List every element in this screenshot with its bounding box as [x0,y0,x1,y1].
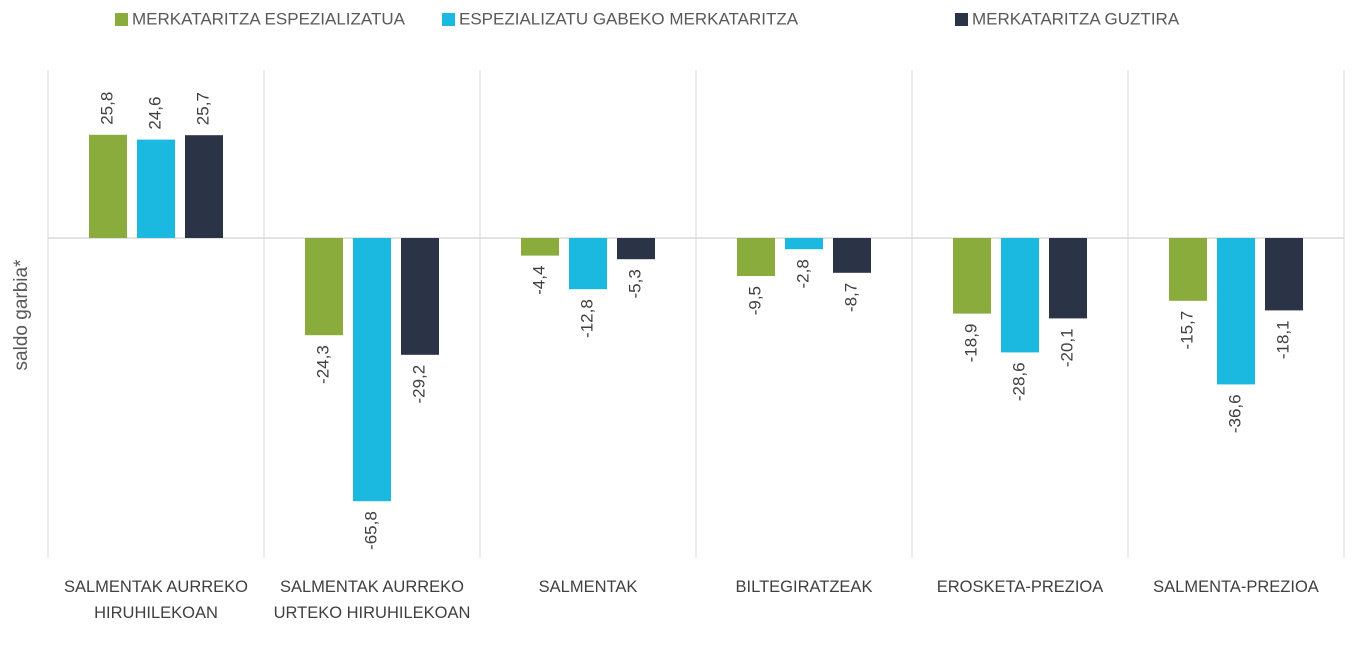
data-label: -8,7 [841,283,860,312]
data-label: -4,4 [529,266,548,295]
legend-label: MERKATARITZA GUZTIRA [972,9,1180,28]
bar [1049,238,1087,319]
data-label: -5,3 [625,269,644,298]
bar [953,238,991,314]
data-label: -20,1 [1057,328,1076,367]
x-tick-label: SALMENTA-PREZIOA [1153,578,1319,596]
data-label: -28,6 [1009,362,1028,401]
data-label: -18,1 [1273,320,1292,359]
bar [737,238,775,276]
data-label: -15,7 [1177,311,1196,350]
data-label: 24,6 [145,97,164,130]
data-label: -65,8 [361,511,380,550]
bar [617,238,655,260]
data-label: -24,3 [313,345,332,384]
x-tick-label: SALMENTAK AURREKO URTEKO HIRUHILEKOAN [273,578,471,622]
x-tick-label: SALMENTAK AURREKO HIRUHILEKOAN [64,578,248,622]
bar [89,134,127,238]
bar [185,135,223,238]
legend-swatch [115,13,128,26]
bar [401,238,439,355]
bar [1169,238,1207,301]
data-label: -36,6 [1225,394,1244,433]
x-tick-label: SALMENTAK [538,578,638,596]
y-axis-label: saldo garbia* [11,259,32,371]
bar [353,238,391,502]
data-label: -12,8 [577,299,596,338]
legend-swatch [955,13,968,26]
data-label: -2,8 [793,259,812,288]
bar [1265,238,1303,311]
data-label: -18,9 [961,324,980,363]
bar [305,238,343,336]
bar [1217,238,1255,385]
x-tick-label: BILTEGIRATZEAK [735,578,873,596]
data-label: -9,5 [745,286,764,315]
bar [569,238,607,290]
x-tick-label: EROSKETA-PREZIOA [936,578,1104,596]
data-label: 25,7 [193,92,212,125]
bar [521,238,559,256]
bar [1001,238,1039,353]
legend-swatch [442,13,455,26]
legend-label: MERKATARITZA ESPEZIALIZATUA [132,9,406,28]
bar [785,238,823,250]
bar [833,238,871,273]
bar [137,139,175,238]
data-label: -29,2 [409,365,428,404]
legend-label: ESPEZIALIZATU GABEKO MERKATARITZA [459,9,799,28]
data-label: 25,8 [97,92,116,125]
